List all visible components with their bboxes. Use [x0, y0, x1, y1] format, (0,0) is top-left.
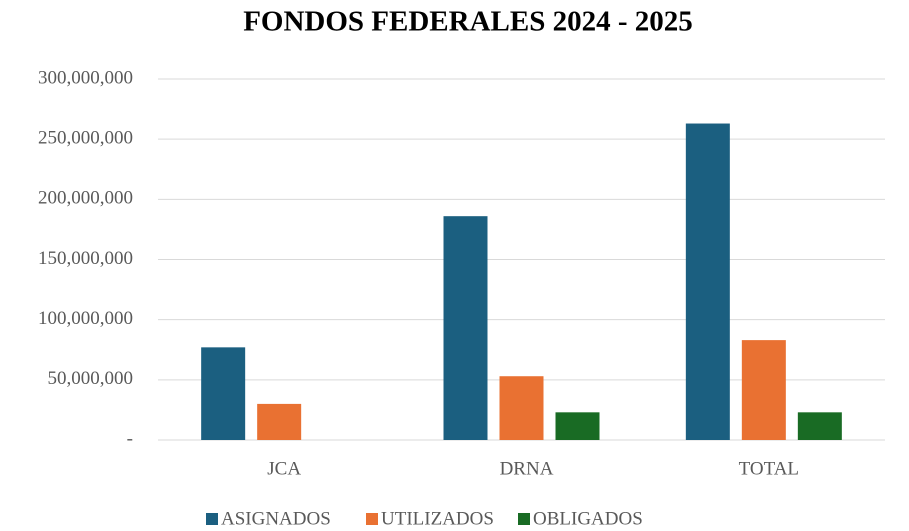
x-tick-label: JCA: [267, 458, 301, 479]
bar: [685, 123, 730, 441]
legend-label: OBLIGADOS: [533, 508, 643, 529]
bar: [741, 340, 786, 440]
bar: [443, 216, 488, 440]
legend-swatch: [366, 513, 378, 525]
y-tick-label: 250,000,000: [38, 128, 133, 149]
y-tick-label: 100,000,000: [38, 308, 133, 329]
x-tick-label: TOTAL: [739, 458, 799, 479]
bar: [797, 412, 842, 440]
y-tick-label: 150,000,000: [38, 248, 133, 269]
x-tick-label: DRNA: [500, 458, 554, 479]
bar: [257, 403, 302, 440]
legend-label: ASIGNADOS: [221, 508, 331, 529]
bar: [499, 376, 544, 440]
legend-swatch: [518, 513, 530, 525]
y-tick-label: -: [127, 428, 133, 449]
bar: [201, 347, 246, 440]
bar: [555, 412, 600, 440]
y-tick-label: 50,000,000: [48, 368, 134, 389]
chart-title: FONDOS FEDERALES 2024 - 2025: [243, 6, 693, 38]
y-tick-label: 200,000,000: [38, 188, 133, 209]
y-tick-label: 300,000,000: [38, 67, 133, 88]
legend-label: UTILIZADOS: [381, 508, 494, 529]
legend-swatch: [206, 513, 218, 525]
